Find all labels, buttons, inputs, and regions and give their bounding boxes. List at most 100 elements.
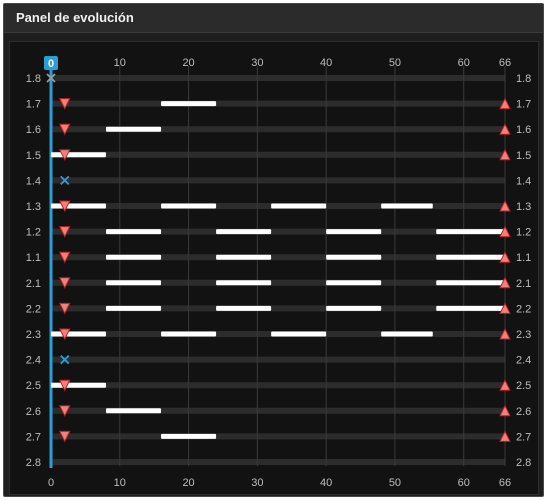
x-tick-label-bottom: 10	[114, 477, 126, 489]
x-tick-label-bottom: 50	[389, 477, 401, 489]
timeline-segment[interactable]	[216, 229, 272, 235]
timeline-segment[interactable]	[161, 203, 217, 209]
row-label-left: 1.2	[26, 227, 41, 239]
row-label-left: 2.4	[26, 355, 41, 367]
x-tick-label-bottom: 0	[48, 477, 54, 489]
row-label-right: 2.4	[516, 355, 531, 367]
timeline-segment[interactable]	[436, 254, 505, 260]
up-triangle-icon[interactable]	[499, 302, 511, 314]
x-tick-label-bottom: 30	[251, 477, 263, 489]
down-triangle-icon[interactable]	[58, 302, 71, 315]
time-cursor-line[interactable]	[49, 66, 53, 468]
timeline-segment[interactable]	[106, 280, 162, 286]
x-tick-label-top: 60	[458, 57, 470, 69]
timeline-segment[interactable]	[106, 408, 162, 414]
timeline-segment[interactable]	[381, 331, 433, 337]
timeline-segment[interactable]	[326, 280, 382, 286]
down-triangle-icon[interactable]	[58, 200, 71, 213]
row-label-left: 1.3	[26, 201, 41, 213]
timeline-segment[interactable]	[326, 305, 382, 311]
timeline-segment[interactable]	[216, 280, 272, 286]
time-cursor-label: 0	[48, 58, 54, 70]
timeline-segment[interactable]	[161, 331, 217, 337]
timeline-segment[interactable]	[106, 254, 162, 260]
row-label-left: 1.6	[26, 124, 41, 136]
down-triangle-icon[interactable]	[58, 379, 71, 392]
timeline-segment[interactable]	[106, 229, 162, 235]
row-label-left: 2.2	[26, 303, 41, 315]
timeline-segment[interactable]	[381, 203, 433, 209]
timeline-segment[interactable]	[106, 305, 162, 311]
row-label-left: 2.7	[26, 431, 41, 443]
up-triangle-icon[interactable]	[499, 199, 511, 212]
up-triangle-icon[interactable]	[499, 276, 511, 289]
up-triangle-icon[interactable]	[499, 251, 511, 263]
down-triangle-icon[interactable]	[58, 405, 71, 417]
up-triangle-icon[interactable]	[499, 327, 511, 340]
down-triangle-icon[interactable]	[58, 123, 71, 136]
up-triangle-icon[interactable]	[499, 430, 511, 442]
down-triangle-icon[interactable]	[58, 277, 71, 289]
x-tick-label-bottom: 20	[182, 477, 194, 489]
up-triangle-icon[interactable]	[499, 148, 511, 161]
row-label-right: 1.8	[516, 73, 531, 85]
time-cursor-handle[interactable]	[44, 56, 58, 70]
x-tick-label-top: 50	[389, 57, 401, 69]
up-triangle-icon[interactable]	[499, 123, 511, 135]
timeline-chart-area[interactable]	[9, 41, 539, 495]
row-label-right: 1.6	[516, 124, 531, 136]
timeline-segment[interactable]	[326, 254, 382, 260]
down-triangle-icon[interactable]	[58, 430, 71, 443]
timeline-segment[interactable]	[51, 152, 107, 158]
timeline-segment[interactable]	[51, 382, 107, 388]
timeline-segment[interactable]	[271, 331, 327, 337]
row-label-right: 2.1	[516, 278, 531, 290]
up-triangle-icon[interactable]	[499, 225, 511, 238]
x-tick-label-top: 30	[251, 57, 263, 69]
cross-icon[interactable]	[46, 73, 56, 83]
down-triangle-icon[interactable]	[58, 251, 71, 264]
row-label-left: 2.1	[26, 278, 41, 290]
x-tick-label-top: 40	[320, 57, 332, 69]
timeline-segment[interactable]	[326, 229, 382, 235]
timeline-segment[interactable]	[216, 254, 272, 260]
row-label-left: 1.5	[26, 150, 41, 162]
down-triangle-icon[interactable]	[58, 98, 71, 110]
row-label-right: 1.4	[516, 175, 531, 187]
up-triangle-icon[interactable]	[499, 97, 511, 110]
x-tick-label-top: 66	[499, 57, 511, 69]
down-triangle-icon[interactable]	[58, 328, 71, 341]
down-triangle-icon[interactable]	[58, 226, 71, 238]
cross-icon[interactable]	[60, 354, 70, 365]
row-label-right: 1.2	[516, 227, 531, 239]
row-label-right: 2.8	[516, 457, 531, 469]
x-tick-label-bottom: 60	[458, 477, 470, 489]
row-label-right: 2.6	[516, 406, 531, 418]
timeline-segment[interactable]	[51, 331, 107, 337]
panel-header: Panel de evolución	[4, 4, 543, 33]
timeline-segment[interactable]	[436, 229, 505, 235]
row-label-left: 1.7	[26, 99, 41, 111]
up-triangle-icon[interactable]	[499, 379, 511, 391]
timeline-segment[interactable]	[436, 280, 505, 286]
x-tick-label-top: 10	[114, 57, 126, 69]
row-label-left: 1.4	[26, 175, 41, 187]
row-label-left: 2.3	[26, 329, 41, 341]
x-tick-label-top: 20	[182, 57, 194, 69]
down-triangle-icon[interactable]	[58, 149, 71, 161]
row-label-left: 1.8	[26, 73, 41, 85]
up-triangle-icon[interactable]	[499, 404, 511, 417]
row-label-left: 2.6	[26, 406, 41, 418]
timeline-segment[interactable]	[216, 305, 272, 311]
cross-icon[interactable]	[60, 175, 70, 186]
timeline-segment[interactable]	[161, 433, 217, 439]
timeline-segment[interactable]	[271, 203, 327, 209]
timeline-segment[interactable]	[436, 305, 505, 311]
timeline-segment[interactable]	[51, 203, 107, 209]
timeline-segment[interactable]	[106, 126, 162, 132]
timeline-segment[interactable]	[161, 101, 217, 107]
row-label-left: 1.1	[26, 252, 41, 264]
row-label-left: 2.8	[26, 457, 41, 469]
row-label-right: 2.2	[516, 303, 531, 315]
